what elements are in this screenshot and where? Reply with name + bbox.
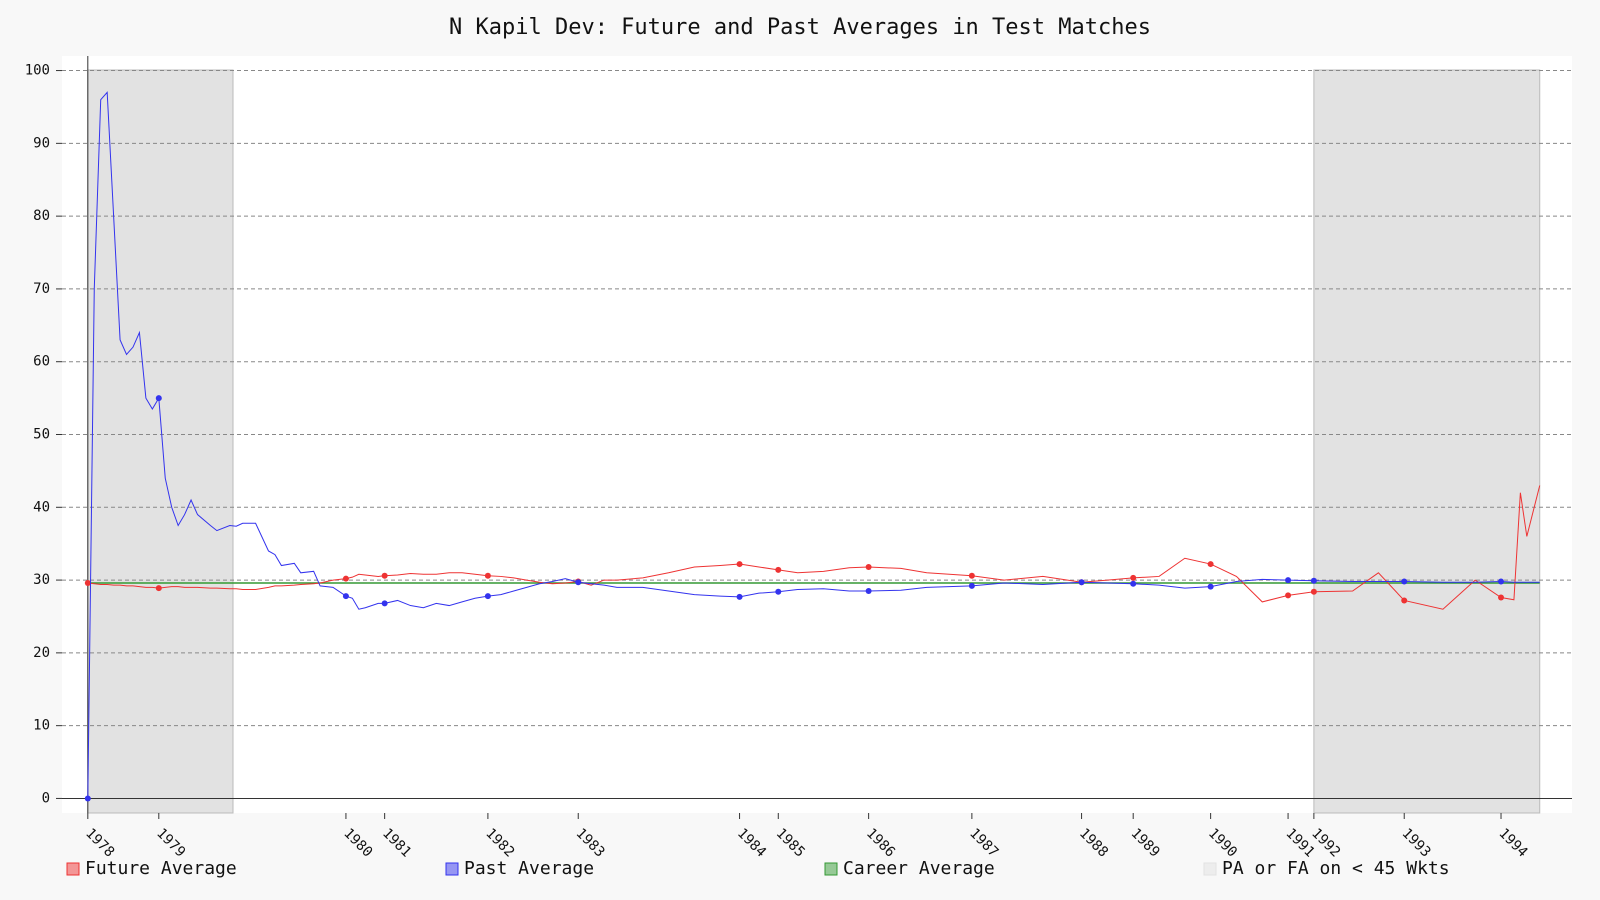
series-marker	[1130, 580, 1137, 587]
x-tick-label: 1986	[863, 825, 898, 860]
y-tick-label: 90	[33, 135, 50, 151]
series-line	[87, 485, 1541, 610]
series-marker	[381, 572, 388, 579]
y-tick-label: 10	[33, 718, 50, 734]
series-marker	[736, 593, 743, 600]
series-marker	[484, 572, 491, 579]
series-marker	[155, 395, 162, 402]
x-tick-label: 1978	[82, 825, 117, 860]
x-tick-label: 1988	[1076, 825, 1111, 860]
x-tick-label: 1989	[1128, 825, 1163, 860]
legend-label: Future Average	[85, 858, 237, 879]
series-marker	[342, 593, 349, 600]
y-tick-label: 40	[33, 499, 50, 515]
y-tick-label: 80	[33, 208, 50, 224]
series-marker	[736, 561, 743, 568]
x-tick-label: 1982	[482, 825, 517, 860]
series-marker	[342, 575, 349, 582]
y-tick-label: 60	[33, 354, 50, 370]
series-marker	[484, 593, 491, 600]
shaded-region	[1313, 69, 1541, 814]
y-tick-label: 0	[42, 790, 50, 806]
series-marker	[1078, 579, 1085, 586]
series-marker	[1207, 583, 1214, 590]
series-marker	[575, 579, 582, 586]
x-tick-label: 1991	[1282, 825, 1317, 860]
series-marker	[1310, 577, 1317, 584]
series-marker	[1285, 592, 1292, 599]
legend-swatch	[824, 862, 838, 876]
series-marker	[155, 585, 162, 592]
series-marker	[775, 566, 782, 573]
x-tick-label: 1981	[379, 825, 414, 860]
series-marker	[1401, 578, 1408, 585]
x-tick-label: 1993	[1399, 825, 1434, 860]
series-marker	[865, 587, 872, 594]
x-tick-label: 1994	[1495, 825, 1530, 860]
y-tick-label: 20	[33, 645, 50, 661]
legend-label: PA or FA on < 45 Wkts	[1222, 858, 1450, 879]
series-marker	[1285, 577, 1292, 584]
series-marker	[84, 795, 91, 802]
series-line	[87, 91, 1540, 799]
x-tick-label: 1992	[1308, 825, 1343, 860]
series-marker	[84, 579, 91, 586]
x-tick-label: 1979	[153, 825, 188, 860]
series-marker	[968, 572, 975, 579]
y-tick-label: 30	[33, 572, 50, 588]
x-tick-label: 1980	[340, 825, 375, 860]
x-tick-label: 1990	[1205, 825, 1240, 860]
x-tick-label: 1987	[966, 825, 1001, 860]
shaded-region	[87, 69, 234, 814]
x-tick-label: 1984	[734, 825, 769, 860]
series-marker	[1310, 588, 1317, 595]
series-marker	[1207, 561, 1214, 568]
series-marker	[381, 600, 388, 607]
series-marker	[1130, 574, 1137, 581]
y-tick-label: 100	[25, 63, 50, 79]
series-marker	[1498, 594, 1505, 601]
series-marker	[865, 563, 872, 570]
legend-swatch	[1203, 862, 1217, 876]
y-tick-label: 50	[33, 427, 50, 443]
legend-label: Past Average	[464, 858, 594, 879]
legend-swatch	[66, 862, 80, 876]
chart-title: N Kapil Dev: Future and Past Averages in…	[449, 15, 1151, 40]
legend-swatch	[445, 862, 459, 876]
x-tick-label: 1983	[573, 825, 608, 860]
series-marker	[1498, 578, 1505, 585]
series-marker	[1401, 597, 1408, 604]
x-tick-label: 1985	[773, 825, 808, 860]
series-marker	[968, 582, 975, 589]
y-tick-label: 70	[33, 281, 50, 297]
legend-label: Career Average	[843, 858, 995, 879]
series-marker	[775, 588, 782, 595]
